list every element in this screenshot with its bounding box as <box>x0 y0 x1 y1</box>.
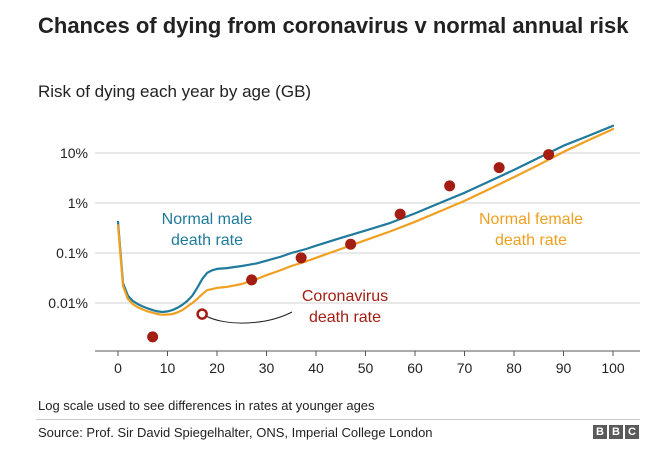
y-tick-label: 10% <box>60 145 88 161</box>
x-tick-label: 100 <box>601 360 625 376</box>
coronavirus-data-point <box>394 208 406 220</box>
x-tick-label: 10 <box>160 360 176 376</box>
coronavirus-data-point <box>543 149 555 161</box>
coronavirus-data-point <box>147 331 159 343</box>
x-tick-label: 70 <box>457 360 473 376</box>
x-tick-label: 20 <box>209 360 225 376</box>
x-tick-label: 90 <box>556 360 572 376</box>
female-series-label: Normal female <box>479 211 583 228</box>
bbc-logo: B B C <box>593 425 639 439</box>
source-text: Source: Prof. Sir David Spiegelhalter, O… <box>38 425 433 440</box>
coronavirus-series-label: death rate <box>309 309 381 326</box>
coronavirus-data-point <box>493 162 505 174</box>
male-death-rate-line <box>116 124 615 314</box>
log-scale-note: Log scale used to see differences in rat… <box>38 398 375 413</box>
coronavirus-data-point <box>444 180 456 192</box>
female-death-rate-line <box>116 128 615 316</box>
x-tick-label: 50 <box>358 360 374 376</box>
y-tick-label: 1% <box>68 195 88 211</box>
bbc-logo-letter: C <box>625 425 639 439</box>
x-tick-label: 30 <box>259 360 275 376</box>
coronavirus-data-point <box>345 238 357 250</box>
female-series-label: death rate <box>495 232 567 249</box>
footer-divider <box>36 419 640 420</box>
coronavirus-data-point <box>295 252 307 264</box>
coronavirus-data-point <box>196 308 208 320</box>
bbc-logo-letter: B <box>593 425 607 439</box>
y-tick-label: 0.1% <box>56 245 88 261</box>
x-tick-label: 80 <box>506 360 522 376</box>
chart-title: Chances of dying from coronavirus v norm… <box>38 13 629 38</box>
chart-subtitle: Risk of dying each year by age (GB) <box>38 82 312 101</box>
male-series-label: Normal male <box>162 211 253 228</box>
bbc-logo-letter: B <box>609 425 623 439</box>
x-tick-label: 40 <box>308 360 324 376</box>
y-tick-label: 0.01% <box>48 295 88 311</box>
coronavirus-label-connector <box>205 311 293 324</box>
coronavirus-series-label: Coronavirus <box>302 288 388 305</box>
coronavirus-data-point <box>246 274 258 286</box>
x-tick-label: 60 <box>407 360 423 376</box>
x-tick-label: 0 <box>114 360 122 376</box>
male-series-label: death rate <box>171 232 243 249</box>
